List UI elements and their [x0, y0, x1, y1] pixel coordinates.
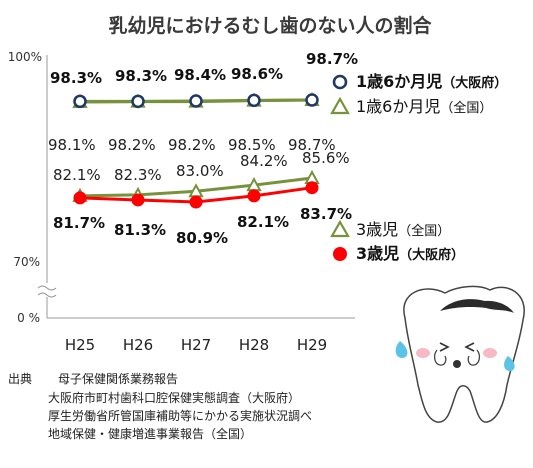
x-tick-label: H27	[181, 336, 211, 354]
data-label: 98.1%	[48, 136, 96, 154]
x-tick-layer: H25 H26 H27 H28 H29	[65, 336, 327, 354]
source-line: 地域保健・健康増進事業報告（全国）	[48, 426, 252, 441]
eyes	[439, 342, 475, 352]
axis-break-upper	[37, 285, 57, 291]
legend-marker	[333, 247, 347, 261]
x-tick-label: H28	[239, 336, 269, 354]
data-point	[189, 195, 203, 209]
data-label: 82.1%	[53, 166, 101, 184]
data-label: 85.6%	[302, 149, 350, 167]
data-point	[247, 93, 261, 108]
legend-item-national_1y6: 1歳6か月児（全国）	[330, 96, 492, 116]
data-label: 98.3%	[115, 67, 167, 85]
source-line: 大阪府市町村歯科口腔保健実態調査（大阪府）	[48, 390, 300, 405]
data-label: 82.3%	[114, 166, 162, 184]
legend-label-main: 1歳6か月児	[356, 97, 440, 116]
legend-label-sub: （全国）	[398, 223, 450, 239]
data-point	[305, 93, 319, 107]
sweat-drop	[504, 356, 515, 371]
legend-label-main: 3歳児	[356, 220, 398, 239]
data-label: 98.6%	[231, 65, 283, 83]
y-tick-label-70: 70%	[13, 255, 40, 269]
data-label: 81.7%	[53, 214, 105, 232]
series-osaka_3y	[73, 181, 319, 209]
data-label: 84.2%	[240, 152, 288, 170]
data-label: 80.9%	[176, 229, 228, 247]
data-point	[131, 193, 145, 207]
data-label: 83.7%	[300, 205, 352, 223]
data-label: 81.3%	[114, 221, 166, 239]
legend-marker	[332, 74, 348, 90]
legend: 1歳6か月児（大阪府）1歳6か月児（全国）3歳児（全国）3歳児（大阪府）	[330, 72, 507, 263]
x-tick-label: H29	[297, 336, 327, 354]
data-label: 98.3%	[50, 69, 102, 87]
source-line: 厚生労働省所管国庫補助等にかかる実施状況調べ	[48, 408, 312, 423]
axis-break-lower	[37, 292, 57, 298]
data-point	[247, 189, 261, 203]
tooth-body	[403, 285, 525, 423]
tooth-mascot-illustration	[395, 285, 525, 423]
sweat-drop	[395, 341, 408, 358]
legend-item-osaka_1y6: 1歳6か月児（大阪府）	[332, 72, 507, 91]
y-tick-label-100: 100%	[8, 50, 42, 64]
source-label: 出典	[8, 372, 32, 386]
legend-item-national_3y: 3歳児（全国）	[330, 219, 450, 239]
data-label: 98.7%	[288, 136, 336, 154]
data-label: 98.5%	[228, 136, 276, 154]
legend-label: 1歳6か月児（大阪府）	[356, 72, 507, 91]
data-point	[131, 94, 145, 109]
x-tick-label: H26	[123, 336, 153, 354]
legend-label-sub: （大阪府）	[442, 75, 507, 91]
data-label: 98.2%	[108, 136, 156, 154]
legend-marker	[330, 96, 350, 115]
data-point	[189, 94, 203, 108]
data-point	[305, 181, 319, 195]
x-tick-label: H25	[65, 336, 95, 354]
cheek-blush	[416, 348, 430, 358]
legend-label-main: 1歳6か月児	[356, 72, 442, 91]
legend-label-sub: （全国）	[440, 100, 492, 116]
legend-label-main: 3歳児	[356, 244, 399, 263]
data-label: 98.4%	[174, 66, 226, 84]
source-line: 母子保健関係業務報告	[58, 372, 178, 386]
chart-title: 乳幼児におけるむし歯のない人の割合	[108, 14, 432, 37]
legend-item-osaka_3y: 3歳児（大阪府）	[333, 244, 464, 263]
series-osaka_1y6	[73, 93, 319, 109]
legend-label: 3歳児（大阪府）	[356, 244, 464, 263]
data-point	[73, 191, 87, 205]
legend-marker	[330, 219, 350, 238]
legend-label-sub: （大阪府）	[399, 247, 464, 263]
mouth	[453, 360, 461, 368]
data-label: 98.7%	[306, 50, 358, 68]
data-label: 82.1%	[237, 213, 289, 231]
tooth-hair	[440, 299, 514, 313]
data-point	[73, 94, 87, 109]
data-label: 83.0%	[176, 162, 224, 180]
cheek-blush	[483, 348, 497, 358]
data-label: 98.2%	[168, 136, 216, 154]
legend-label: 1歳6か月児（全国）	[356, 97, 492, 116]
series-layer	[72, 91, 320, 209]
data-label-layer: 98.3% 98.3% 98.4% 98.6% 98.7% 98.1% 98.2% 98.2%…	[48, 50, 358, 247]
y-tick-label-0: 0 %	[17, 311, 40, 325]
legend-label: 3歳児（全国）	[356, 220, 450, 239]
hands	[433, 349, 481, 366]
